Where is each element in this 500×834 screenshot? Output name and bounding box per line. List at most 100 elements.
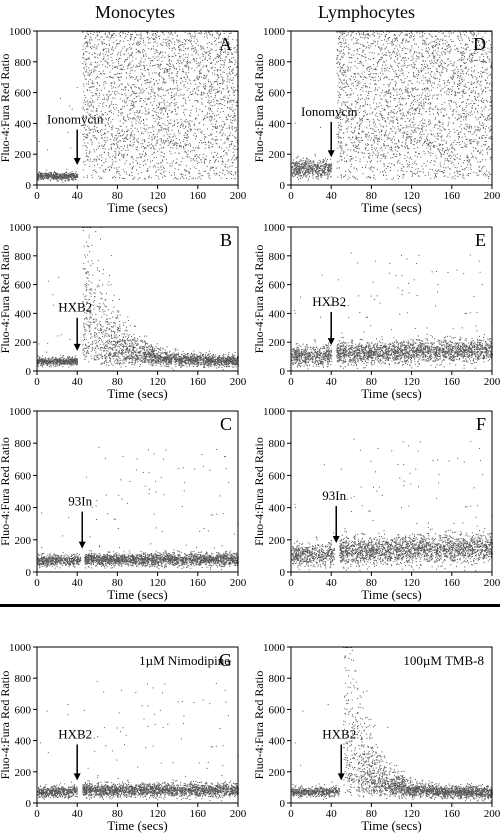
data-point: [216, 139, 217, 141]
data-point: [211, 86, 213, 88]
data-point: [202, 153, 204, 155]
data-point: [136, 140, 138, 142]
data-point: [143, 146, 144, 147]
data-point: [121, 108, 123, 110]
data-point: [231, 62, 233, 63]
data-point: [183, 135, 185, 136]
data-point: [235, 173, 236, 175]
data-point: [147, 98, 149, 100]
data-point: [204, 36, 206, 38]
data-point: [209, 34, 211, 36]
data-point: [171, 96, 173, 98]
data-point: [175, 92, 177, 94]
data-point: [194, 60, 195, 62]
data-point: [68, 361, 69, 363]
data-point: [55, 362, 57, 364]
data-point: [67, 359, 69, 361]
data-point: [110, 82, 112, 84]
data-point: [201, 32, 203, 34]
data-point: [132, 125, 133, 127]
data-point: [229, 108, 231, 110]
data-point: [108, 123, 110, 125]
data-point: [170, 111, 172, 113]
data-point: [206, 65, 208, 67]
data-point: [124, 60, 125, 62]
data-point: [151, 86, 153, 88]
data-point: [210, 133, 212, 135]
data-point: [96, 159, 98, 161]
data-point: [228, 135, 230, 137]
data-point: [84, 58, 86, 60]
data-point: [236, 45, 238, 46]
data-point: [219, 46, 221, 48]
data-point: [84, 354, 86, 356]
data-point: [203, 65, 205, 67]
data-point: [95, 171, 97, 172]
data-point: [233, 87, 235, 88]
data-point: [218, 75, 220, 77]
data-point: [130, 33, 132, 35]
data-point: [177, 85, 179, 87]
data-point: [145, 110, 147, 112]
data-point: [123, 116, 125, 118]
data-point: [109, 156, 111, 158]
data-point: [180, 124, 182, 126]
data-point: [135, 93, 137, 95]
data-point: [41, 173, 43, 175]
data-point: [138, 95, 140, 97]
data-point: [163, 171, 165, 173]
data-point: [178, 139, 180, 141]
data-point: [107, 100, 109, 102]
data-point: [226, 118, 228, 120]
data-point: [174, 168, 176, 170]
data-point: [70, 147, 72, 149]
data-point: [115, 74, 117, 75]
data-point: [115, 138, 117, 140]
data-point: [184, 120, 186, 122]
data-point: [127, 340, 129, 342]
data-point: [158, 95, 160, 97]
data-point: [59, 175, 61, 177]
data-point: [61, 362, 62, 364]
data-point: [107, 113, 108, 115]
data-point: [117, 137, 118, 139]
data-point: [106, 350, 108, 352]
data-point: [131, 54, 133, 56]
data-point: [68, 357, 70, 359]
data-point: [139, 37, 141, 39]
data-point: [100, 73, 102, 75]
data-point: [74, 178, 76, 180]
data-point: [224, 141, 226, 143]
data-point: [174, 172, 175, 174]
data-point: [134, 78, 136, 80]
data-point: [236, 142, 238, 144]
data-point: [168, 75, 170, 77]
data-point: [198, 89, 199, 91]
data-point: [134, 92, 136, 94]
data-point: [115, 104, 117, 105]
data-point: [169, 67, 171, 69]
data-point: [144, 341, 146, 343]
data-point: [104, 136, 106, 138]
data-point: [230, 109, 232, 110]
data-point: [153, 45, 154, 47]
data-point: [138, 92, 140, 94]
data-point: [224, 95, 226, 97]
data-point: [232, 120, 234, 121]
x-tick-label: 200: [230, 190, 247, 202]
data-point: [105, 160, 107, 162]
data-point: [42, 177, 44, 179]
data-point: [191, 150, 193, 152]
data-point: [59, 363, 61, 365]
x-tick-label: 0: [34, 190, 40, 202]
data-point: [209, 115, 211, 117]
data-point: [127, 57, 129, 59]
data-point: [65, 176, 67, 178]
data-point: [204, 59, 206, 61]
data-point: [162, 81, 164, 83]
data-point: [125, 137, 127, 139]
data-point: [123, 106, 125, 108]
data-point: [220, 131, 222, 133]
data-point: [61, 175, 63, 177]
data-point: [85, 150, 87, 151]
